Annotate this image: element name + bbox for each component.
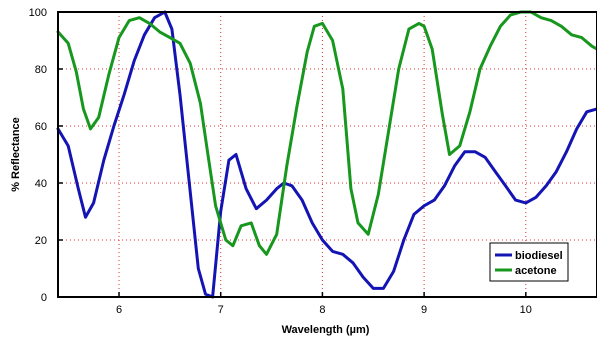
- x-tick-label-7: 7: [218, 304, 224, 316]
- x-tick-label-9: 9: [421, 304, 427, 316]
- legend-label-biodiesel: biodiesel: [515, 250, 563, 262]
- series-layer: [56, 10, 597, 299]
- x-tick-label-10: 10: [520, 304, 532, 316]
- series-line-acetone: [56, 10, 597, 256]
- y-axis-title: % Reflectance: [10, 117, 22, 192]
- y-tick-label-60: 60: [35, 121, 47, 133]
- legend-box: [489, 242, 569, 282]
- x-axis-title: Wavelength (µm): [282, 324, 370, 336]
- legend-label-acetone: acetone: [515, 265, 557, 277]
- y-tick-label-40: 40: [35, 178, 47, 190]
- y-tick-label-0: 0: [41, 292, 47, 304]
- series-line-biodiesel: [56, 10, 597, 299]
- x-tick-label-8: 8: [319, 304, 325, 316]
- plot-frame: [57, 11, 597, 298]
- x-tick-label-6: 6: [116, 304, 122, 316]
- y-tick-label-80: 80: [35, 64, 47, 76]
- y-tick-label-20: 20: [35, 235, 47, 247]
- y-tick-label-100: 100: [29, 7, 47, 19]
- legend: biodiesel acetone: [489, 242, 569, 282]
